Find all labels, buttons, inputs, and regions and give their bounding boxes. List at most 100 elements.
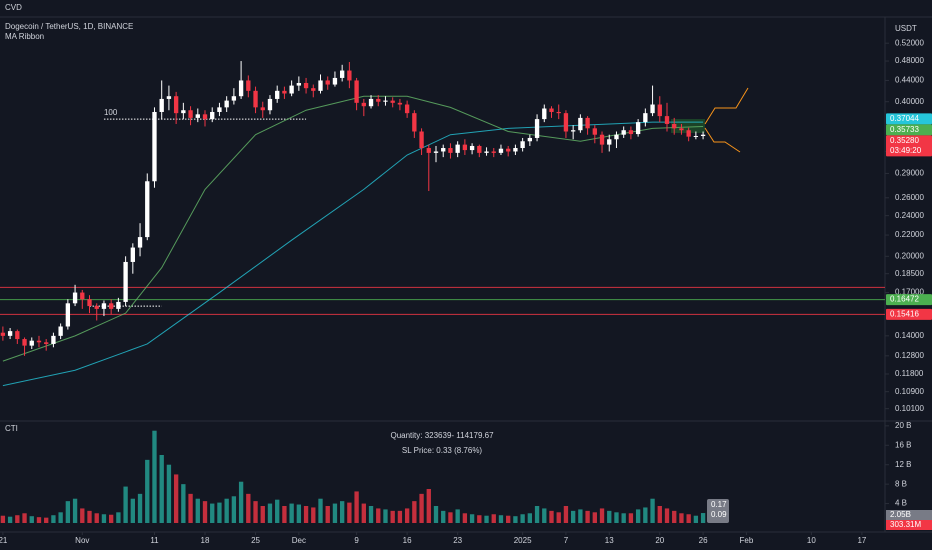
candle-body: [390, 100, 395, 103]
candle-body: [7, 331, 13, 336]
candle-body: [231, 96, 237, 101]
volume-bar: [289, 503, 294, 523]
candle-body: [339, 70, 345, 78]
y-tick-label: 0.14000: [895, 331, 924, 340]
volume-title: CTI: [5, 424, 18, 433]
volume-bar: [419, 493, 424, 523]
volume-bar: [58, 512, 63, 523]
candle-body: [693, 135, 699, 137]
candle-body: [267, 98, 273, 111]
x-tick-label: 25: [251, 536, 260, 545]
candle-body: [159, 98, 164, 112]
candle-body: [303, 83, 309, 89]
candle-body: [448, 148, 453, 153]
x-tick-label: 26: [699, 536, 708, 545]
volume-bar: [376, 508, 381, 523]
candle-body: [700, 134, 706, 136]
volume-bar: [650, 498, 655, 523]
x-tick-label: 18: [201, 536, 210, 545]
cti-label: 0.17: [711, 500, 727, 509]
volume-bar: [101, 514, 107, 523]
candle-body: [412, 113, 417, 132]
x-tick-label: 7: [564, 536, 569, 545]
candle-body: [347, 70, 352, 81]
x-tick-label: 16: [403, 536, 412, 545]
volume-bar: [664, 508, 670, 523]
candle-body: [376, 98, 381, 102]
y-tick-label: 0.12800: [895, 351, 924, 360]
volume-bar: [224, 498, 229, 523]
volume-bar: [585, 510, 590, 523]
annotation: Quantity: 323639- 114179.67: [390, 431, 494, 440]
candle-body: [94, 306, 99, 309]
volume-bar: [390, 510, 395, 523]
y-tick-label: 0.10100: [895, 404, 924, 413]
candle-body: [477, 145, 482, 153]
cti-label: 0.09: [711, 510, 727, 519]
volume-bar: [513, 516, 518, 523]
volume-bar: [491, 514, 496, 523]
volume-bar: [116, 512, 121, 523]
candle-body: [361, 102, 366, 107]
candle-body: [101, 303, 107, 309]
price-tag: [886, 294, 932, 306]
candle-body: [621, 130, 626, 135]
volume-bar: [0, 515, 6, 523]
candle-body: [650, 104, 655, 114]
volume-tick-label: 4 B: [895, 499, 907, 508]
candle-body: [87, 299, 92, 307]
volume-bar: [44, 517, 49, 523]
volume-bar: [210, 503, 215, 523]
volume-bar: [679, 513, 684, 523]
candle-body: [455, 144, 460, 153]
volume-bar: [318, 498, 323, 523]
price-tag-label: 0.37044: [890, 114, 919, 123]
volume-bar: [455, 509, 460, 523]
volume-bar: [404, 508, 410, 523]
candle-body: [29, 340, 34, 346]
candle-body: [354, 80, 359, 103]
candle-body: [195, 114, 200, 118]
volume-bar: [520, 514, 525, 523]
candle-body: [238, 80, 244, 97]
volume-bar: [87, 510, 92, 523]
volume-bar: [202, 501, 208, 523]
candle-body: [643, 113, 648, 123]
candle-body: [563, 113, 569, 132]
y-tick-label: 0.24000: [895, 211, 924, 220]
candle-body: [318, 80, 323, 91]
volume-bar: [130, 498, 135, 523]
price-tag-label: 0.35733: [890, 125, 919, 134]
y-tick-label: 0.10900: [895, 387, 924, 396]
candle-body: [614, 134, 619, 140]
candle-body: [116, 301, 121, 309]
y-tick-label: 0.29000: [895, 169, 924, 178]
volume-bar: [635, 509, 641, 523]
volume-bar: [29, 516, 34, 523]
candle-body: [296, 83, 302, 86]
price-tag-label: 0.35280: [890, 136, 919, 145]
candle-body: [289, 85, 294, 94]
candle-body: [22, 339, 27, 346]
annotation: SL Price: 0.33 (8.76%): [402, 446, 483, 455]
volume-bar: [368, 506, 374, 523]
candle-body: [123, 261, 128, 302]
countdown: 03:49:20: [890, 146, 922, 155]
candle-body: [166, 96, 172, 99]
volume-bar: [686, 514, 691, 523]
candle-body: [672, 123, 677, 129]
volume-tag: [886, 510, 932, 520]
volume-bar: [347, 502, 352, 523]
indicator-name: MA Ribbon: [5, 32, 44, 41]
volume-bar: [469, 514, 475, 523]
candle-body: [36, 340, 42, 343]
volume-bar: [51, 515, 56, 523]
candle-body: [0, 332, 6, 336]
volume-bar: [578, 509, 583, 523]
volume-bar: [303, 506, 309, 523]
candle-body: [15, 331, 20, 340]
volume-bar: [65, 501, 71, 523]
candle-body: [686, 130, 691, 137]
candle-body: [202, 114, 208, 120]
x-tick-label: Dec: [292, 536, 306, 545]
